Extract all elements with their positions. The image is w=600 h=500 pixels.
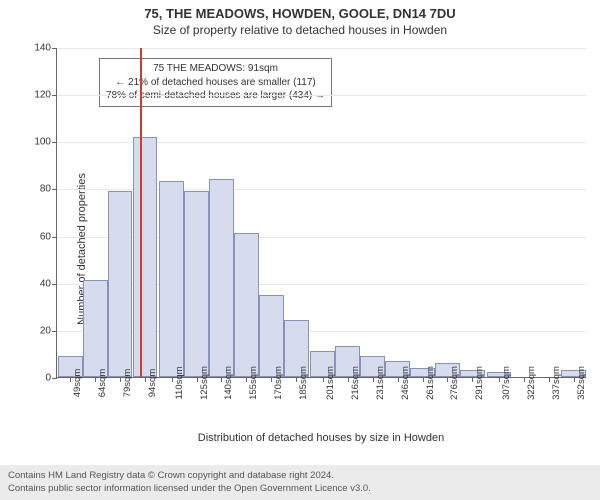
histogram-bar [234,233,259,377]
histogram-bar [133,137,158,377]
title-line1: 75, THE MEADOWS, HOWDEN, GOOLE, DN14 7DU [0,0,600,21]
xtick-label: 322sqm [524,366,537,400]
annotation-line: 75 THE MEADOWS: 91sqm [106,62,325,76]
xtick-label: 170sqm [271,366,284,400]
ytick-mark [52,95,57,96]
histogram-bar [209,179,234,377]
ytick-mark [52,378,57,379]
ytick-mark [52,48,57,49]
xtick-label: 307sqm [499,366,512,400]
xtick-label: 185sqm [296,366,309,400]
ytick-label: 60 [40,231,51,242]
histogram-bar [108,191,133,377]
ytick-label: 140 [34,43,51,54]
x-axis-label: Distribution of detached houses by size … [56,432,586,444]
ytick-mark [52,142,57,143]
xtick-label: 140sqm [221,366,234,400]
annotation-line: ← 21% of detached houses are smaller (11… [106,76,325,90]
xtick-label: 49sqm [70,369,83,398]
xtick-label: 276sqm [447,366,460,400]
xtick-label: 110sqm [172,366,185,399]
xtick-label: 261sqm [423,366,436,400]
ytick-mark [52,189,57,190]
histogram-bar [83,280,108,377]
xtick-label: 352sqm [574,366,587,400]
ytick-label: 20 [40,325,51,336]
footer-line1: Contains HM Land Registry data © Crown c… [8,470,592,482]
gridline [57,48,586,49]
xtick-label: 337sqm [549,366,562,400]
plot-area: 75 THE MEADOWS: 91sqm← 21% of detached h… [56,48,586,378]
xtick-label: 216sqm [348,366,361,400]
title-line2: Size of property relative to detached ho… [0,21,600,41]
histogram-bar [159,181,184,377]
ytick-label: 120 [34,90,51,101]
xtick-label: 94sqm [145,369,158,398]
ytick-mark [52,331,57,332]
annotation-box: 75 THE MEADOWS: 91sqm← 21% of detached h… [99,58,332,107]
reference-marker [140,48,142,377]
ytick-label: 80 [40,184,51,195]
ytick-label: 0 [45,373,51,384]
xtick-label: 291sqm [472,366,485,400]
gridline [57,95,586,96]
footer-line2: Contains public sector information licen… [8,483,592,495]
xtick-label: 64sqm [95,369,108,398]
ytick-mark [52,237,57,238]
ytick-mark [52,284,57,285]
xtick-label: 125sqm [197,366,210,400]
ytick-label: 100 [34,137,51,148]
histogram-bar [259,295,284,378]
ytick-label: 40 [40,278,51,289]
footer-attribution: Contains HM Land Registry data © Crown c… [0,465,600,500]
xtick-label: 246sqm [398,366,411,400]
chart-container: Number of detached properties 75 THE MEA… [0,44,600,454]
histogram-bar [184,191,209,377]
xtick-label: 201sqm [323,366,336,400]
xtick-label: 231sqm [373,366,386,400]
xtick-label: 155sqm [246,366,259,400]
xtick-label: 79sqm [120,369,133,398]
